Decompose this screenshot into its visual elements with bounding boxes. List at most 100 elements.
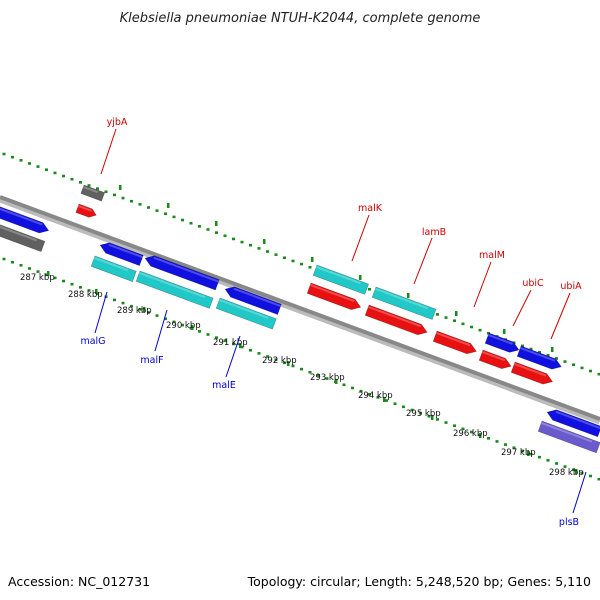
track-dot [461,322,465,326]
track-dot [325,377,329,380]
track-dot [300,262,303,266]
gene-malG-blue-highlight [108,243,143,259]
track-tick [359,275,362,280]
track-dot [436,313,439,316]
track-dot [317,374,320,377]
gene-labels-top: yjbA malK lamB malM ubiC ubiA [100,117,582,340]
tick-label: 295 kbp [406,409,441,419]
tick-label: 287 kbp [20,273,55,283]
track-dot [62,279,65,283]
gene-cyan-3 [215,297,277,330]
track-dot [181,218,184,222]
tick-label: 291 kbp [213,338,248,348]
track-tick [143,307,146,312]
track-dot [79,286,82,289]
track-dot [538,455,541,459]
track-dot [453,319,456,323]
track-dot [198,225,201,228]
track-dot [36,165,40,168]
track-dot [487,436,490,440]
track-tick [455,311,458,316]
gene-malE-blue-highlight [233,287,282,307]
gene-malK-red-shape [306,282,362,310]
track-dot [266,355,269,358]
track-dot [113,298,116,302]
track-dot [2,257,6,261]
gene-labels-bottom: malG malF malE plsB [80,291,587,528]
gene-cyan-5 [371,286,437,320]
tick-label: 289 kbp [117,306,152,316]
gene-left-blue [0,205,50,234]
track-dot [300,367,303,371]
leader-line [572,471,587,514]
track-dot [580,366,584,370]
track-dot [274,358,278,361]
gene-malE-blue-shape [224,286,282,315]
track-tick [407,293,410,298]
track-tick [551,347,554,352]
track-dot [436,418,439,421]
gene-malM-red-shape [432,330,477,355]
track-dot [419,411,422,415]
track-dot [257,247,261,250]
track-dot [155,209,159,212]
track-dot [461,427,465,431]
gene-malG-blue-shape [99,242,144,266]
track-tick [215,221,218,226]
tick-label: 298 kbp [549,468,584,478]
track-dot [11,260,14,264]
genome-summary-text: Topology: circular; Length: 5,248,520 bp… [247,574,591,589]
gene-label-malM: malM [479,250,505,261]
gene-label-lamB: lamB [422,227,446,238]
gene-cyan-4-highlight [315,265,361,285]
gene-label-plsB: plsB [559,517,579,528]
gene-yjbA-red-highlight [77,204,92,212]
track-dot [113,193,116,197]
gene-left-blue-highlight [0,206,43,226]
track-dot [189,221,193,225]
gene-label-yjbA: yjbA [107,117,128,128]
track-tick [479,433,482,438]
gene-red-7-highlight [513,362,547,377]
gene-left-gray [0,223,46,253]
track-dot [291,364,295,368]
gene-yjbA-red-shape [75,203,97,218]
track-dot [470,325,473,329]
track-dot [393,402,397,405]
track-dot [198,330,201,333]
gene-lamB-red-shape [364,304,428,336]
track-dot [470,430,473,434]
track-tick [191,325,194,330]
gene-malF-blue [144,255,220,291]
track-dot [563,465,567,468]
track-dot [572,363,575,367]
track-dot [555,462,558,465]
tick-label: 292 kbp [262,356,297,366]
track-dot [597,477,600,481]
track-tick [95,289,98,294]
track-dot [206,333,210,336]
track-dot [529,452,533,456]
tick-labels: 287 kbp 288 kbp 289 kbp 290 kbp 291 kbp … [20,273,584,478]
track-dot [206,228,210,231]
track-dot [155,314,159,317]
track-dot [283,256,286,260]
track-dot [546,459,550,462]
gene-ubiA-blue-highlight [519,346,556,362]
track-dot [351,386,354,390]
track-dot [453,424,456,428]
gene-ubiA-blue-shape [516,345,562,370]
track-dot [28,267,31,270]
track-dot [172,215,176,219]
gene-cyan-1-highlight [93,256,129,272]
track-dot [495,440,499,443]
track-dot [130,304,133,308]
track-tick [119,185,122,190]
track-dot [62,174,65,178]
track-dot [121,196,125,200]
track-dot [368,287,371,291]
track-dot [181,323,184,327]
track-dot [283,361,286,365]
track-dot [521,344,524,348]
leader-line [351,214,370,262]
